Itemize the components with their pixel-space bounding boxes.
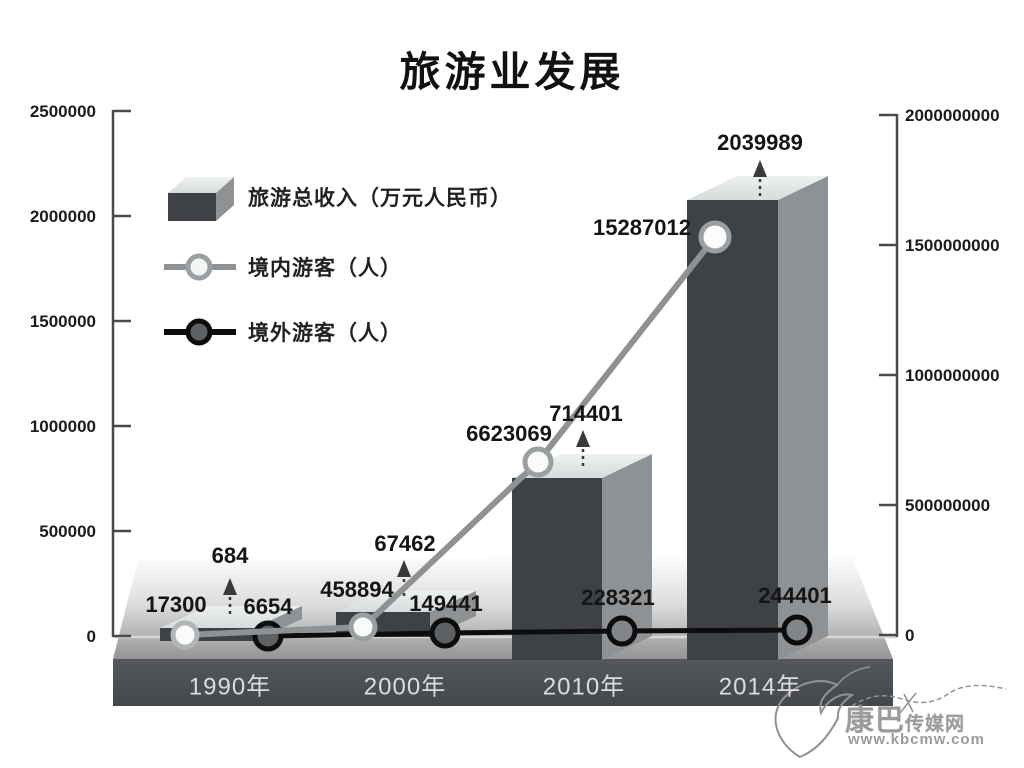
right-axis-tick-label: 1000000000 — [905, 366, 1000, 385]
legend-domestic-icon — [164, 253, 236, 281]
domestic-visitors-line — [170, 220, 732, 650]
foreign-point-2010 — [606, 615, 638, 647]
domestic-value-label-2010: 6623069 — [466, 421, 552, 446]
foreign-point-2000 — [429, 617, 461, 649]
watermark-url: www.kbcmw.com — [848, 731, 985, 748]
bar-2014 — [687, 176, 828, 660]
left-axis-tick-label: 500000 — [39, 522, 96, 541]
left-axis-tick-label: 0 — [86, 627, 96, 646]
foreign-value-label-2010: 228321 — [581, 585, 655, 610]
left-axis-tick-label: 1000000 — [29, 417, 96, 436]
domestic-point-2000 — [348, 612, 378, 642]
watermark-site-name: 康巴传媒网 — [845, 697, 965, 739]
foreign-point-1990 — [252, 620, 284, 652]
category-label-2000: 2000年 — [363, 673, 447, 701]
legend-foreign-icon — [164, 318, 236, 346]
legend-label-domestic: 境内游客（人） — [248, 257, 402, 280]
legend-label-revenue: 旅游总收入（万元人民币） — [248, 187, 512, 210]
category-label-1990: 1990年 — [188, 673, 272, 701]
legend-bar-icon — [168, 177, 234, 221]
chart-title: 旅游业发展 — [399, 49, 625, 95]
left-axis — [111, 109, 131, 638]
watermark-name-primary: 康巴 — [845, 705, 906, 737]
right-axis-tick-label: 1500000000 — [905, 236, 1000, 255]
foreign-value-label-2014: 244401 — [758, 583, 832, 608]
domestic-value-label-2000: 458894 — [320, 577, 394, 602]
domestic-point-1990 — [170, 620, 200, 650]
foreign-value-label-2000: 149441 — [409, 591, 483, 616]
bar-value-label-2010: 714401 — [549, 401, 623, 426]
category-label-2010: 2010年 — [542, 673, 626, 701]
right-axis-tick-label: 500000000 — [905, 496, 991, 515]
category-label-2014: 2014年 — [718, 673, 802, 701]
domestic-value-label-2014: 15287012 — [593, 215, 691, 240]
bar-value-label-2000: 67462 — [374, 531, 436, 556]
left-axis-tick-label: 2000000 — [29, 207, 96, 226]
left-axis-tick-label: 2500000 — [29, 102, 96, 121]
domestic-point-2010 — [522, 446, 554, 478]
bar-value-label-2014: 2039989 — [717, 130, 803, 155]
right-axis — [879, 113, 899, 637]
bar-arrows — [223, 160, 767, 614]
left-axis-tick-label: 1500000 — [29, 312, 96, 331]
domestic-point-2014 — [698, 220, 732, 254]
right-axis-tick-label: 2000000000 — [905, 106, 1000, 125]
bar-value-label-1990: 684 — [211, 543, 249, 568]
foreign-point-2014 — [781, 614, 813, 646]
watermark-name-secondary: 传媒网 — [905, 714, 966, 735]
watermark-logo — [774, 666, 1007, 759]
foreign-value-label-1990: 6654 — [243, 594, 293, 619]
category-band — [113, 659, 893, 706]
domestic-value-label-1990: 17300 — [145, 592, 207, 617]
right-axis-tick-label: 0 — [905, 626, 915, 645]
legend-label-foreign: 境外游客（人） — [248, 322, 402, 345]
